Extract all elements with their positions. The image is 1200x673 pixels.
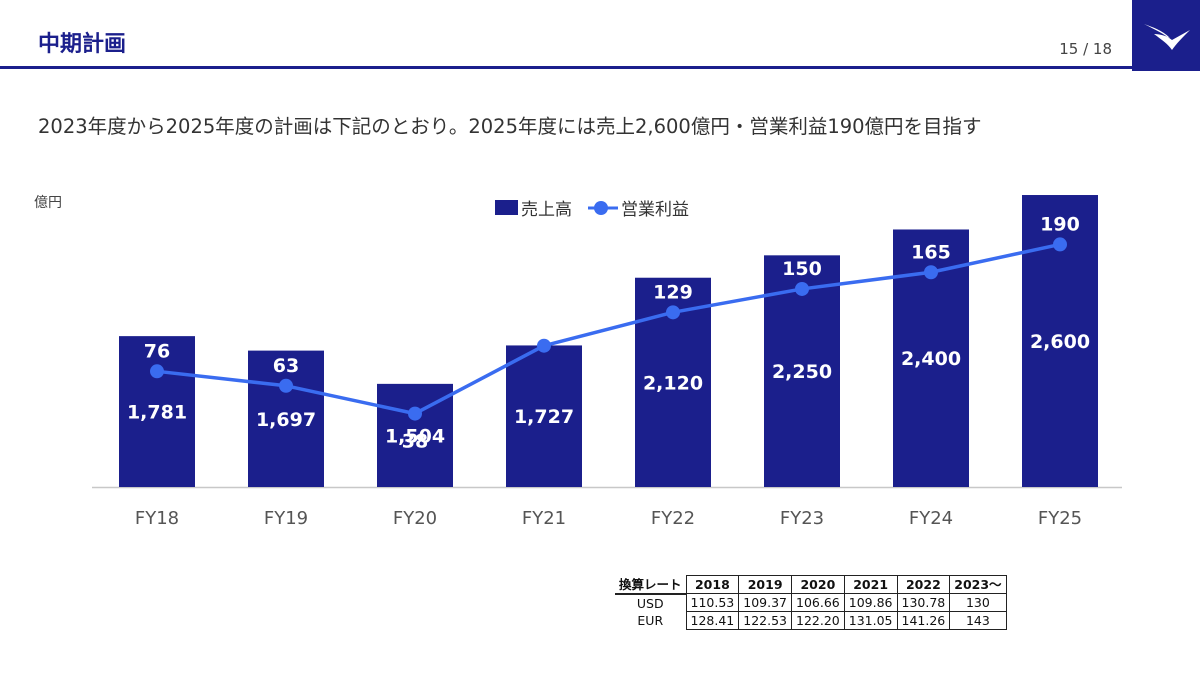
category-tick-label: FY25: [1038, 508, 1082, 529]
rates-col-header: 2022: [896, 575, 951, 594]
category-tick-label: FY19: [264, 508, 308, 529]
brand-logo: [1132, 0, 1200, 71]
legend-line-swatch: [588, 200, 618, 215]
page-subtitle: 2023年度から2025年度の計画は下記のとおり。2025年度には売上2,600…: [38, 115, 982, 138]
rates-header-row: 換算レート 2018 2019 2020 2021 2022 2023〜: [615, 575, 1007, 595]
sales-profit-chart: 1,781 1,697 1,504 1,727 2,120 2,250 2,400 2,600…: [92, 195, 1122, 529]
runbird-logo-icon: [1144, 24, 1190, 50]
profit-point: [1053, 237, 1067, 252]
y-unit-label: 億円: [34, 195, 62, 211]
profit-value-label: 190: [1040, 213, 1080, 235]
rate-cell: 109.86: [843, 593, 898, 612]
rate-cell: 109.37: [738, 593, 793, 612]
profit-value-label: 129: [653, 281, 693, 303]
rate-cell: 110.53: [685, 593, 740, 612]
rate-cell: 131.05: [843, 611, 898, 630]
rates-row-label: USD: [615, 593, 687, 612]
rate-cell: 130: [949, 593, 1007, 612]
rate-cell: 106.66: [791, 593, 845, 612]
rates-corner: 換算レート: [615, 575, 687, 595]
profit-value-label: 76: [144, 340, 170, 362]
sales-bar: [119, 336, 195, 487]
legend-bar-swatch: [495, 200, 518, 215]
rates-col-header: 2020: [791, 575, 845, 594]
profit-line: [156, 242, 1061, 416]
chart-legend: 売上高 営業利益: [495, 195, 689, 220]
rate-cell: 141.26: [896, 611, 951, 630]
sales-value-label: 2,250: [772, 361, 832, 383]
rate-cell: 122.20: [791, 611, 845, 630]
profit-value-label: 63: [273, 355, 299, 377]
sales-bar: [248, 350, 324, 487]
sales-value-label: 2,120: [643, 372, 703, 394]
sales-value-label: 1,504: [385, 425, 445, 447]
page-title: 中期計画: [38, 32, 127, 57]
sales-bar: [506, 345, 582, 487]
profit-point: [150, 364, 164, 379]
profit-value-label: 165: [911, 241, 951, 263]
rates-col-header: 2023〜: [949, 575, 1007, 594]
category-tick-label: FY23: [780, 508, 824, 529]
category-tick-label: FY20: [393, 508, 437, 529]
sales-value-label: 2,600: [1030, 331, 1090, 353]
sales-value-label: 1,727: [514, 406, 574, 428]
sales-value-label: 2,400: [901, 348, 961, 370]
sales-value-label: 1,781: [127, 402, 187, 424]
rates-row-label: EUR: [615, 611, 687, 630]
profit-point: [795, 281, 809, 296]
rates-col-header: 2019: [738, 575, 793, 594]
rates-col-header: 2021: [843, 575, 898, 594]
rates-row-usd: USD 110.53 109.37 106.66 109.86 130.78 1…: [615, 593, 1007, 612]
rate-cell: 128.41: [685, 611, 740, 630]
category-tick-label: FY22: [651, 508, 695, 529]
profit-point: [408, 406, 422, 421]
sales-value-label: 1,697: [256, 409, 316, 431]
category-tick-label: FY21: [522, 508, 566, 529]
rate-cell: 143: [949, 611, 1007, 630]
legend-sales-label: 売上高: [521, 200, 572, 220]
profit-value-label: 38: [402, 431, 428, 453]
page-number: 15 / 18: [1059, 40, 1112, 58]
rate-cell: 130.78: [896, 593, 951, 612]
profit-point: [537, 338, 551, 353]
profit-value-label: 150: [782, 258, 822, 280]
profit-value-label: 99: [531, 315, 557, 337]
category-tick-label: FY24: [909, 508, 953, 529]
exchange-rate-table: 換算レート 2018 2019 2020 2021 2022 2023〜 USD…: [615, 575, 1007, 630]
header-divider: [0, 66, 1132, 69]
profit-point: [279, 378, 293, 393]
rate-cell: 122.53: [738, 611, 793, 630]
rates-row-eur: EUR 128.41 122.53 122.20 131.05 141.26 1…: [615, 611, 1007, 630]
profit-point: [924, 265, 938, 280]
rates-col-header: 2018: [685, 575, 740, 594]
legend-profit-label: 営業利益: [621, 200, 689, 220]
profit-point: [666, 305, 680, 320]
category-tick-label: FY18: [135, 508, 179, 529]
